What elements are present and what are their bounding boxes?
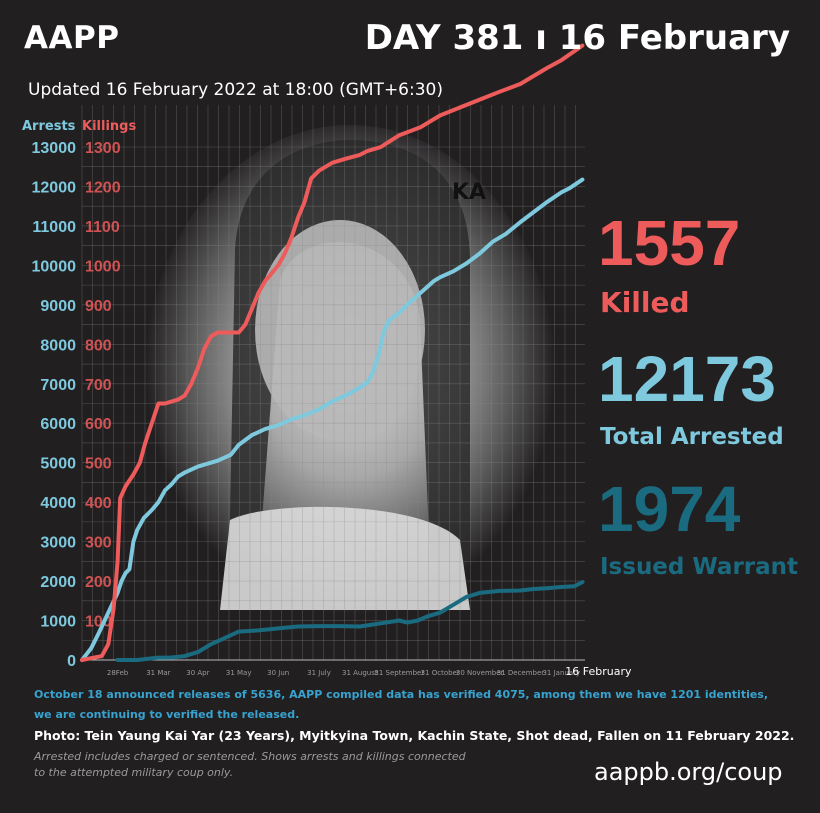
y-tick-arrests: 1000	[40, 614, 76, 631]
x-tick-label: 31 October	[421, 669, 460, 677]
series-line-killings	[80, 43, 585, 662]
y-tick-arrests: 7000	[40, 377, 76, 394]
y-tick-killings: 300	[85, 535, 112, 552]
y-tick-arrests: 8000	[40, 337, 76, 354]
y-tick-arrests: 11000	[32, 219, 76, 236]
photo-watermark: KA	[452, 180, 487, 205]
x-tick-label: 28Feb	[107, 669, 129, 677]
x-tick-label: 31 December	[497, 669, 545, 677]
updated-timestamp: Updated 16 February 2022 at 18:00 (GMT+6…	[28, 80, 443, 100]
photo-caption: Photo: Tein Yaung Kai Yar (23 Years), My…	[34, 728, 795, 743]
y-tick-arrests: 6000	[40, 416, 76, 433]
x-tick-label: 31 September	[374, 669, 424, 677]
warrant-count: 1974	[598, 473, 741, 545]
release-note-line1: October 18 announced releases of 5636, A…	[34, 688, 769, 701]
y-tick-arrests: 9000	[40, 298, 76, 315]
footnote-line2: to the attempted military coup only.	[34, 766, 234, 779]
y-tick-killings: 700	[85, 377, 112, 394]
series-line-issued-warrant	[115, 580, 585, 662]
y-tick-killings: 600	[85, 416, 112, 433]
x-tick-label: 30 Jun	[267, 669, 289, 677]
y-tick-arrests: 4000	[40, 495, 76, 512]
x-tick-label: 31 August	[342, 669, 378, 677]
y-tick-arrests: 0	[67, 653, 76, 670]
y-tick-killings: 500	[85, 456, 112, 473]
y-tick-killings: 900	[85, 298, 112, 315]
y-tick-killings: 400	[85, 495, 112, 512]
chart-grid	[81, 105, 585, 661]
y-tick-killings: 1200	[85, 179, 121, 196]
chart-series	[80, 43, 585, 662]
y-tick-arrests: 5000	[40, 456, 76, 473]
org-logo-text: AAPP	[24, 20, 120, 56]
warrant-label: Issued Warrant	[600, 554, 799, 580]
x-tick-label: 16 February	[565, 665, 632, 678]
x-tick-label: 31 May	[226, 669, 252, 677]
footnote-line1: Arrested includes charged or sentenced. …	[34, 750, 466, 763]
killed-label: Killed	[600, 286, 690, 319]
y-tick-killings: 200	[85, 574, 112, 591]
portrait-photo	[145, 125, 555, 625]
y-tick-arrests: 2000	[40, 574, 76, 591]
day-counter-title: DAY 381 ı 16 February	[364, 18, 790, 58]
y-tick-killings: 1000	[85, 258, 121, 275]
killed-count: 1557	[598, 207, 741, 279]
y-tick-arrests: 12000	[32, 179, 77, 196]
y-tick-killings: 1100	[85, 219, 120, 236]
website-link[interactable]: aappb.org/coup	[594, 758, 783, 786]
series-line-arrests	[80, 177, 585, 662]
y-tick-killings: 800	[85, 337, 112, 354]
chart-axes: Arrests Killings 0 1000 2000 3000 4000 5000 6000…	[22, 119, 632, 678]
x-tick-label: 30 Apr	[186, 669, 209, 677]
y-tick-killings: 1300	[85, 140, 121, 157]
x-tick-label: 30 November	[456, 669, 504, 677]
y-tick-arrests: 13000	[32, 140, 77, 157]
y-tick-arrests: 10000	[32, 258, 77, 275]
x-tick-label: 31 January	[542, 669, 580, 677]
arrested-label: Total Arrested	[600, 424, 784, 450]
legend-killings: Killings	[82, 119, 136, 134]
legend-arrests: Arrests	[22, 119, 76, 134]
x-tick-label: 31 July	[307, 669, 331, 677]
release-note-line2: we are continuing to verified the releas…	[34, 708, 300, 721]
arrested-count: 12173	[598, 343, 776, 415]
y-tick-arrests: 3000	[40, 535, 76, 552]
x-tick-label: 31 Mar	[146, 669, 170, 677]
